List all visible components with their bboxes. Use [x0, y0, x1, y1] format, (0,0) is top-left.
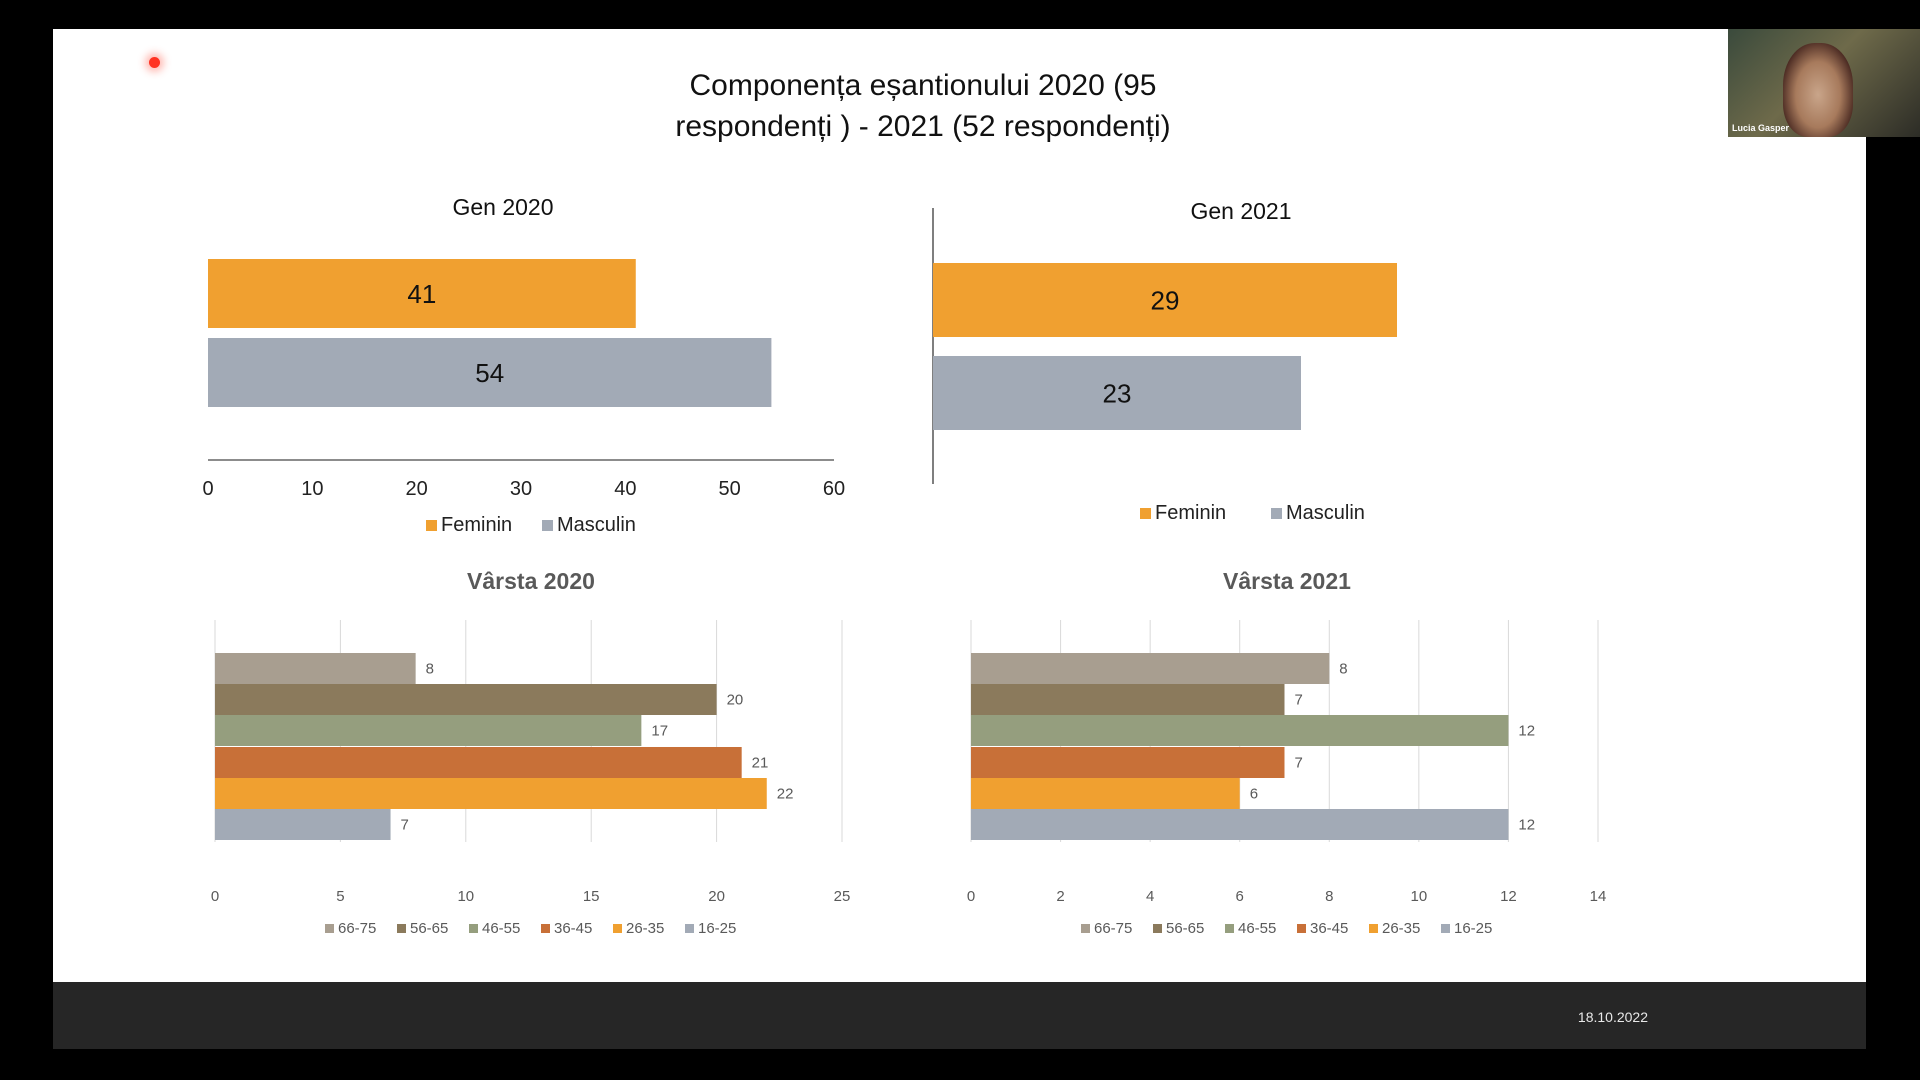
laser-pointer-dot: [149, 57, 160, 68]
presenter-video: [1783, 43, 1853, 137]
slide-title-line-2: respondenți ) - 2021 (52 respondenți): [675, 110, 1171, 143]
webcam-thumbnail[interactable]: Lucia Gasper: [1728, 29, 1920, 137]
slide-title-line-1: Componența eșantionului 2020 (95: [689, 69, 1157, 102]
slide-footer: 18.10.2022: [53, 982, 1866, 1049]
presenter-name: Lucia Gasper: [1732, 123, 1790, 133]
presentation-slide: Componența eșantionului 2020 (95 respond…: [53, 29, 1866, 983]
slide-date: 18.10.2022: [1577, 1009, 1648, 1025]
slide-title: Componența eșantionului 2020 (95 respond…: [523, 65, 1323, 147]
